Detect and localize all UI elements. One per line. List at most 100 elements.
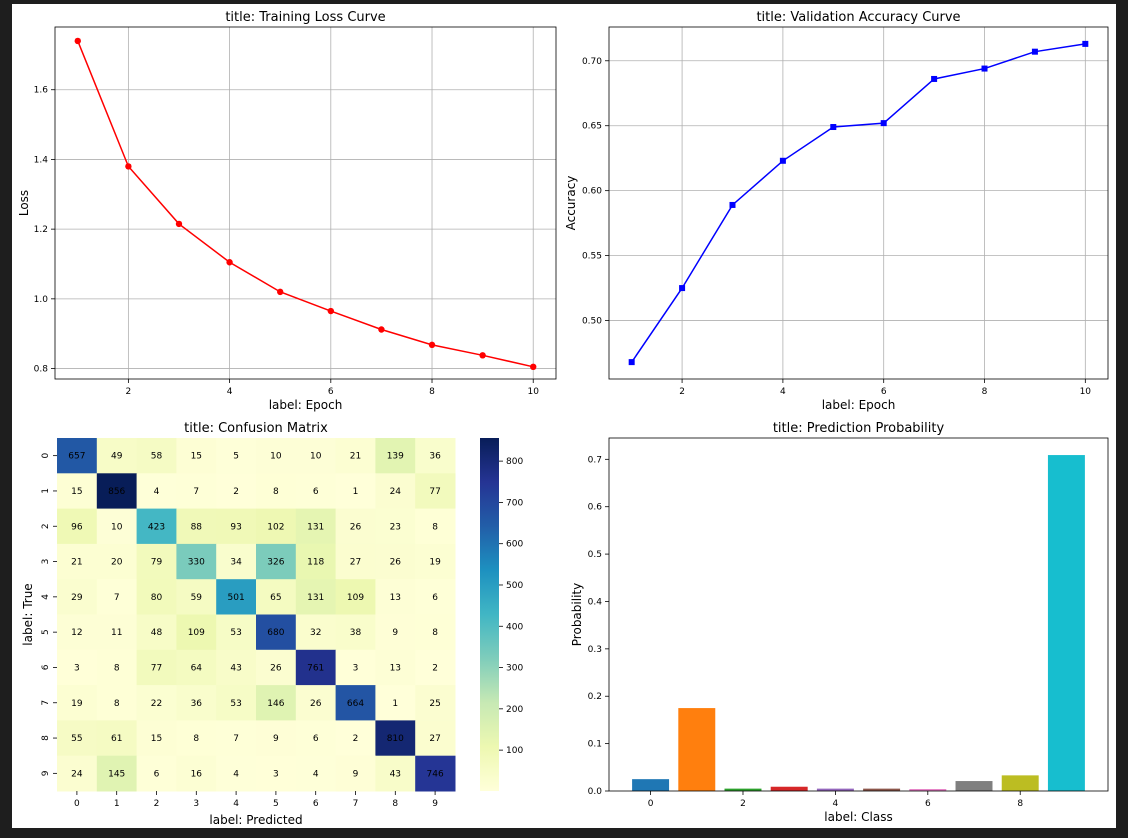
cm-cell-value: 680 [267, 628, 284, 638]
prob-axes-frame [608, 437, 1109, 792]
cm-cell [415, 579, 456, 615]
cm-cell [256, 685, 297, 721]
cm-cell-value: 65 [270, 593, 281, 603]
cm-cell [375, 649, 416, 686]
cm-xtick-label: 6 [313, 799, 319, 809]
cm-cell-value: 21 [71, 558, 82, 568]
acc-xtick-label: 4 [780, 387, 786, 397]
cm-cell [57, 685, 98, 721]
cm-cell [216, 614, 257, 651]
prob-bar [770, 786, 808, 791]
cm-cell-value: 8 [432, 522, 438, 532]
cm-cell [375, 438, 416, 474]
cm-cell-value: 27 [429, 734, 440, 744]
cm-ytick-label: 2 [41, 523, 51, 529]
acc-ytick-label: 0.50 [582, 317, 602, 327]
cm-cell [415, 755, 456, 792]
prob-bar [909, 789, 947, 791]
colorbar [480, 438, 499, 791]
cm-cell [256, 438, 297, 474]
cm-cell-value: 43 [390, 769, 401, 779]
cm-cell [96, 508, 138, 545]
figure-canvas: 2 4 6 8 10 0.8 1.0 1.2 1.4 1.6 title: Training Los… [12, 4, 1116, 828]
cm-cell-value: 49 [111, 452, 123, 462]
cm-cell-value: 8 [114, 699, 120, 709]
cm-cell [256, 543, 297, 580]
cm-cell-value: 118 [307, 558, 324, 568]
cm-cell-value: 3 [353, 663, 359, 673]
cm-cell-value: 10 [111, 522, 123, 532]
cm-cell [415, 685, 456, 721]
cm-cell-value: 2 [233, 487, 239, 497]
cm-cell-value: 26 [310, 699, 322, 709]
cm-cell [176, 614, 217, 651]
loss-x-axis-label: label: Epoch [269, 398, 343, 412]
cm-cell-value: 7 [193, 487, 199, 497]
cm-x-axis-label: label: Predicted [209, 813, 302, 827]
cm-cell-value: 4 [313, 769, 319, 779]
cm-cell [375, 543, 416, 580]
cm-cell [335, 438, 376, 474]
cm-cell [96, 614, 138, 651]
prob-bar [863, 788, 901, 791]
cm-cell [375, 755, 416, 792]
acc-x-axis-label: label: Epoch [822, 398, 896, 412]
cm-cell [216, 508, 257, 545]
cm-xtick-label: 1 [114, 799, 120, 809]
cm-cell [415, 438, 456, 474]
cm-cell-value: 3 [273, 769, 279, 779]
cm-cell-value: 22 [151, 699, 162, 709]
cm-cell-value: 1 [392, 699, 398, 709]
cm-cell [256, 720, 297, 757]
cm-cell-value: 2 [432, 663, 438, 673]
cm-cell-value: 19 [429, 558, 441, 568]
cm-cell-value: 145 [108, 769, 125, 779]
loss-xtick-label: 4 [227, 387, 233, 397]
cm-cell-value: 8 [114, 663, 120, 673]
cm-cell [335, 685, 376, 721]
cm-cell [256, 755, 297, 792]
cm-cell [216, 685, 257, 721]
colorbar-tick-label: 700 [506, 498, 523, 508]
acc-series-line [631, 43, 1086, 363]
cm-cell [256, 579, 297, 615]
cm-cell [256, 649, 297, 686]
cm-cell [96, 438, 138, 474]
acc-xtick-label: 6 [881, 387, 887, 397]
colorbar-tick-label: 500 [506, 581, 523, 591]
prob-ytick-label: 0.7 [588, 455, 602, 465]
cm-cell [57, 543, 98, 580]
loss-data-point [74, 37, 81, 45]
cm-cell [256, 473, 297, 510]
acc-ytick-label: 0.70 [582, 57, 602, 67]
cm-cell [136, 543, 177, 580]
cm-ytick-label: 5 [41, 629, 51, 635]
acc-chart-title: title: Validation Accuracy Curve [756, 10, 960, 25]
acc-axes-frame [608, 26, 1109, 380]
cm-cell [176, 720, 217, 757]
cm-cell-value: 146 [267, 699, 284, 709]
cm-cell [176, 473, 217, 510]
cm-cell [57, 508, 98, 545]
cm-cell [415, 649, 456, 686]
cm-cell-value: 4 [233, 769, 239, 779]
cm-cell [176, 685, 217, 721]
cm-cell [216, 720, 257, 757]
cm-cell [216, 649, 257, 686]
prob-ytick-label: 0.3 [588, 645, 602, 655]
cm-cell-value: 109 [188, 628, 205, 638]
cm-cell [176, 755, 217, 792]
prob-y-axis-label: Probability [570, 583, 584, 646]
cm-cell [136, 473, 177, 510]
cm-cell-value: 13 [390, 663, 401, 673]
cm-cell [57, 720, 98, 757]
cm-cell-value: 19 [71, 699, 83, 709]
loss-data-point [327, 307, 335, 315]
cm-cell-value: 8 [432, 628, 438, 638]
cm-ytick-label: 6 [41, 664, 51, 670]
loss-ytick-label: 1.2 [34, 225, 48, 235]
acc-y-axis-label: Accuracy [564, 176, 578, 231]
cm-cell-value: 9 [273, 734, 279, 744]
cm-cell-value: 326 [267, 558, 284, 568]
cm-cell [335, 543, 376, 580]
